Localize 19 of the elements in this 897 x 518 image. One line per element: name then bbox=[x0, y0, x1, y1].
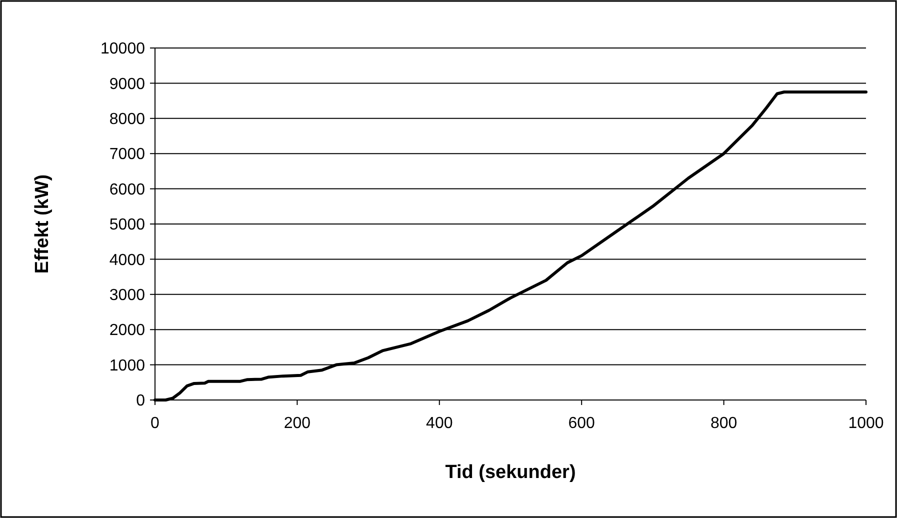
y-tick-label: 4000 bbox=[109, 252, 146, 269]
y-tick-label: 8000 bbox=[109, 111, 146, 128]
y-axis-title: Effekt (kW) bbox=[32, 174, 53, 274]
y-tick-label: 7000 bbox=[109, 146, 146, 164]
x-tick-label: 400 bbox=[426, 415, 453, 432]
y-tick-label: 9000 bbox=[109, 76, 146, 93]
y-tick-label: 1000 bbox=[109, 357, 146, 374]
x-axis-title: Tid (sekunder) bbox=[445, 462, 576, 483]
x-tick-label: 0 bbox=[150, 415, 160, 432]
y-tick-label: 3000 bbox=[109, 287, 146, 304]
y-tick-label: 2000 bbox=[109, 322, 146, 340]
y-tick-label: 5000 bbox=[109, 216, 146, 234]
y-tick-label: 0 bbox=[136, 392, 146, 410]
y-tick-label: 6000 bbox=[109, 181, 146, 198]
y-tick-label: 10000 bbox=[100, 40, 146, 58]
x-tick-label: 600 bbox=[568, 415, 596, 432]
x-tick-label: 200 bbox=[284, 415, 311, 432]
x-tick-label: 800 bbox=[710, 415, 738, 432]
x-tick-label: 1000 bbox=[848, 415, 884, 432]
